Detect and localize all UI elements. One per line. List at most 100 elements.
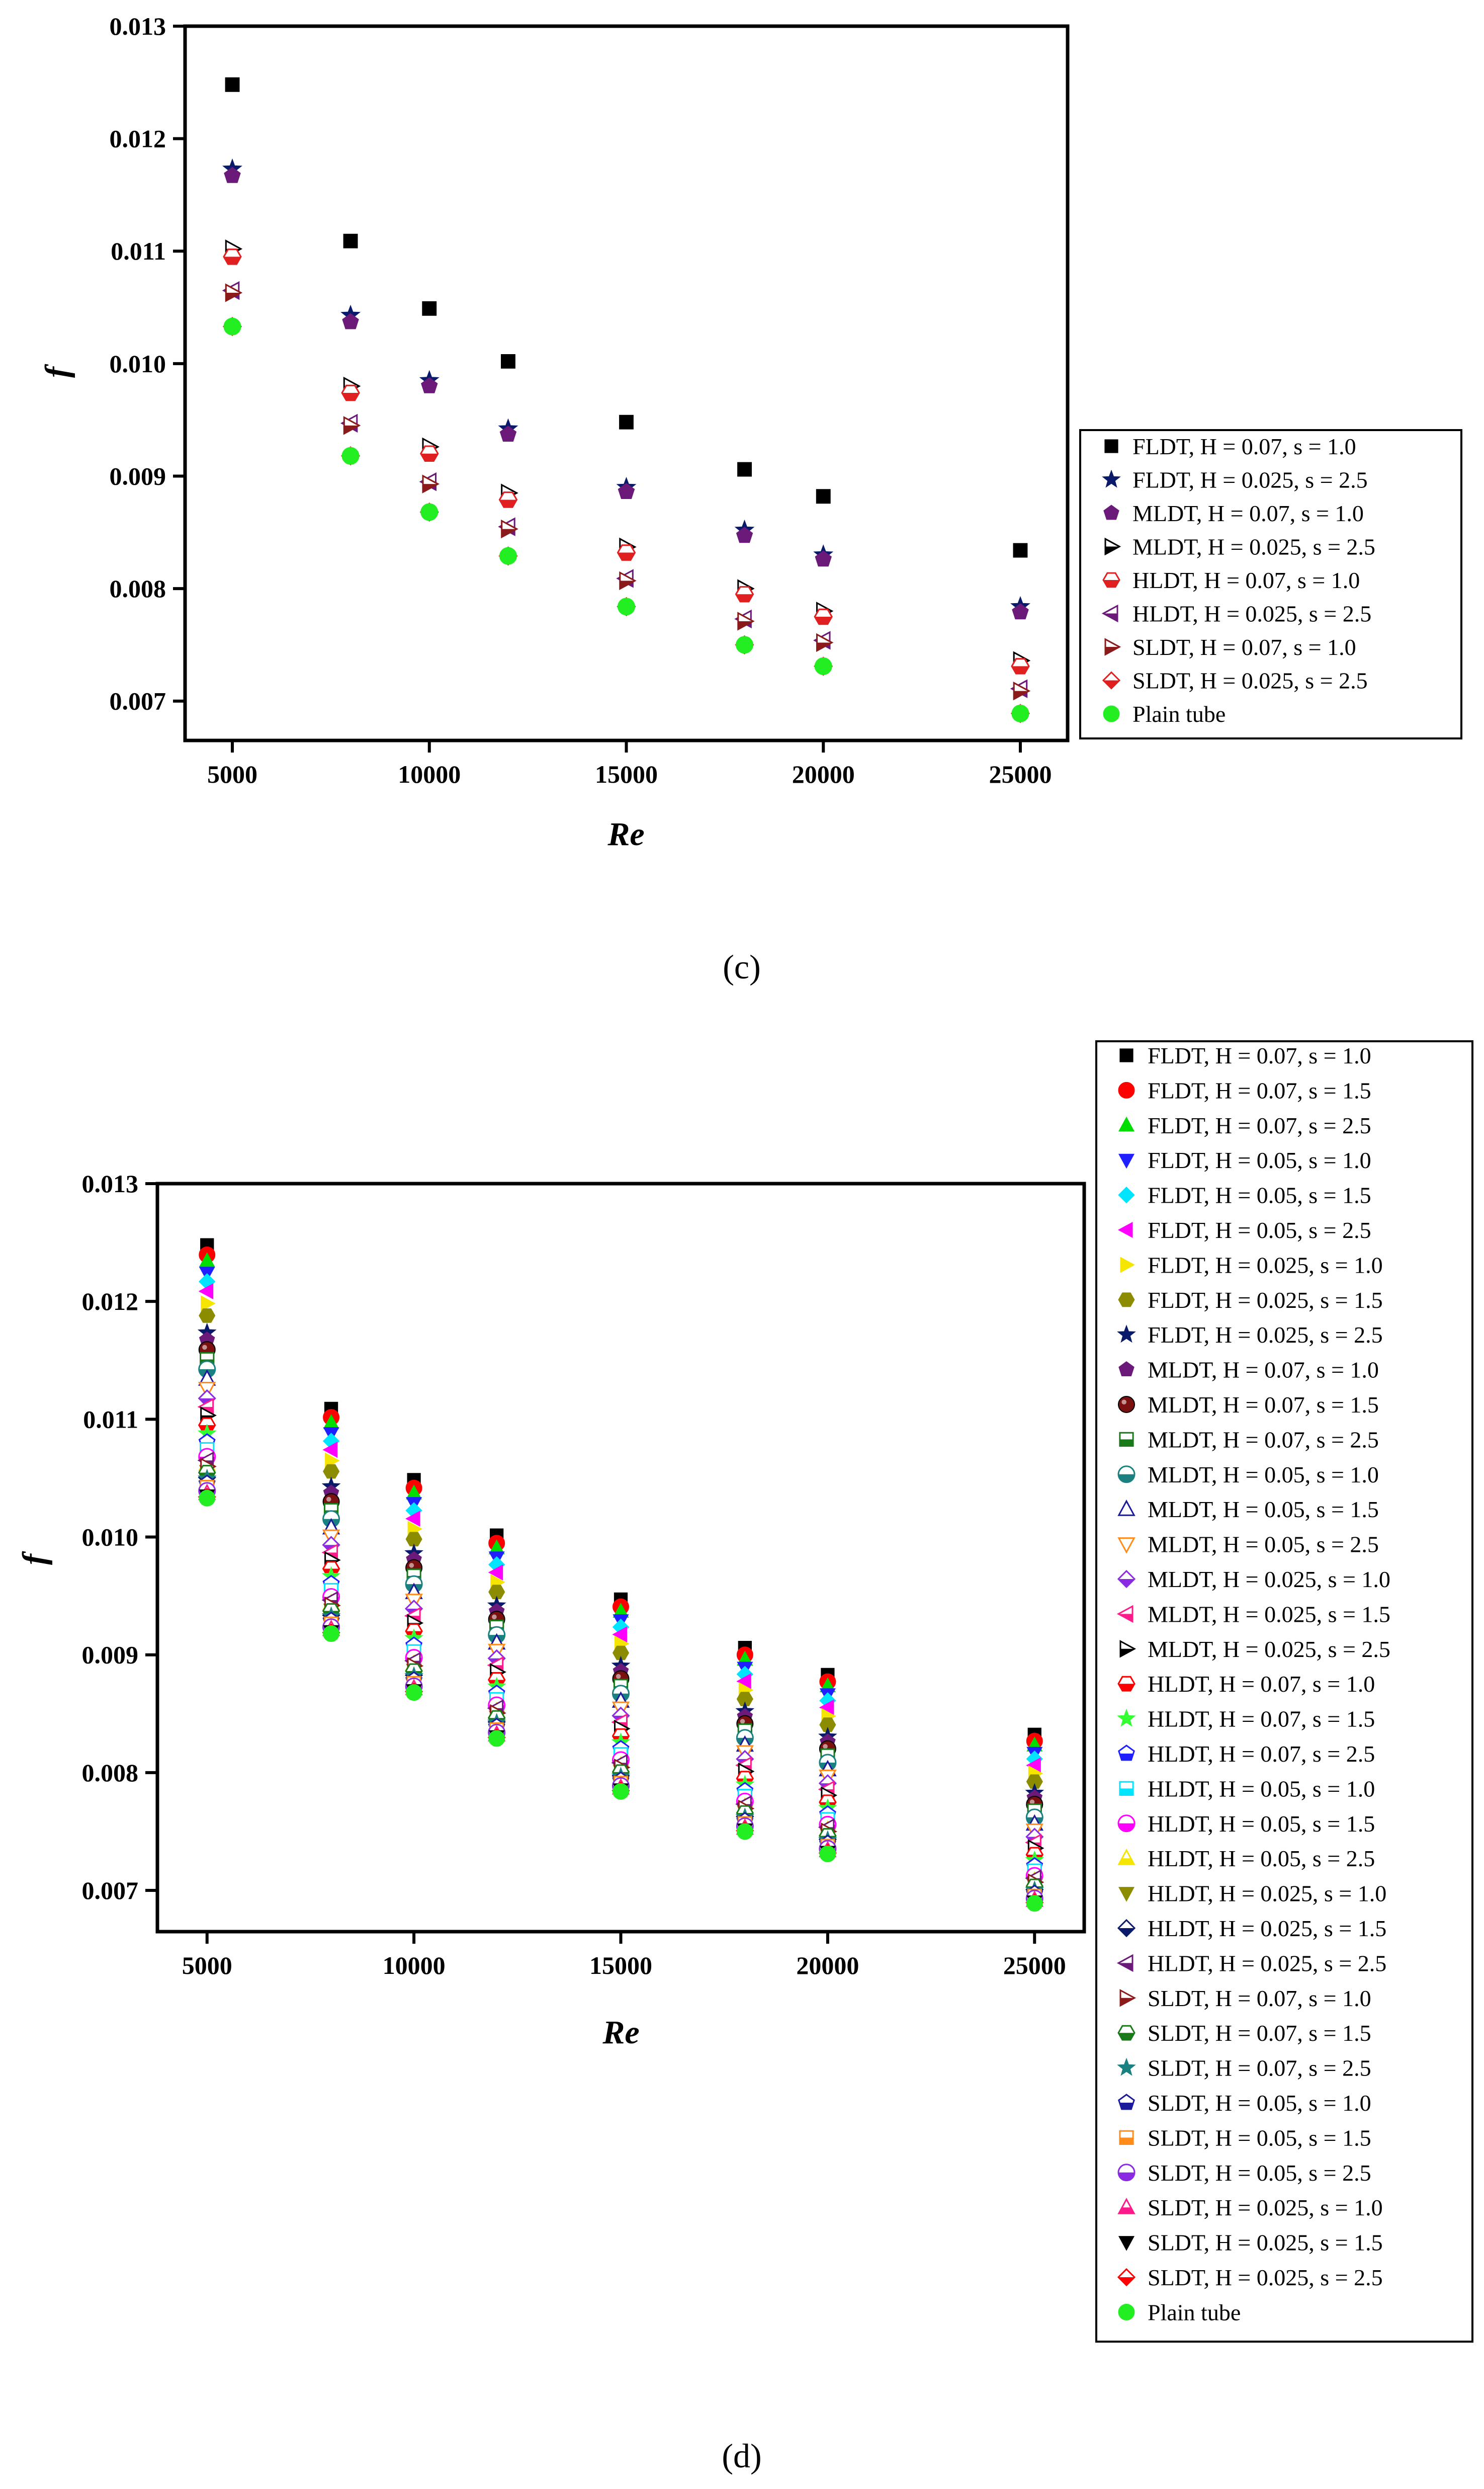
legend-item: Plain tube (1118, 2299, 1241, 2325)
x-axis-title-c: Re (607, 816, 644, 853)
legend-label: Plain tube (1148, 2299, 1241, 2325)
legend-item: HLDT, H = 0.025, s = 2.5 (1116, 1950, 1386, 1976)
legend-marker (1116, 1954, 1133, 1972)
legend-item: FLDT, H = 0.025, s = 1.0 (1120, 1252, 1383, 1278)
legend-item: FLDT, H = 0.05, s = 1.0 (1118, 1147, 1371, 1173)
y-tick-label: 0.007 (82, 1876, 139, 1904)
legend-item: Plain tube (1103, 701, 1226, 727)
legend-item: FLDT, H = 0.05, s = 1.5 (1118, 1183, 1371, 1208)
data-point (342, 313, 359, 329)
legend-label: FLDT, H = 0.05, s = 2.5 (1148, 1217, 1371, 1243)
data-point (736, 1823, 753, 1840)
data-point (405, 1684, 422, 1701)
data-point (735, 586, 754, 603)
legend-label: SLDT, H = 0.07, s = 1.0 (1148, 1985, 1371, 2011)
panel-label-d: (d) (722, 2437, 761, 2475)
legend-item: MLDT, H = 0.025, s = 1.0 (1117, 1566, 1390, 1592)
data-point (488, 1564, 503, 1581)
legend-marker (1117, 1708, 1136, 1727)
legend-label: HLDT, H = 0.025, s = 2.5 (1148, 1950, 1386, 1976)
y-tick-label: 0.008 (82, 1759, 139, 1787)
data-point (736, 636, 754, 654)
legend-item: FLDT, H = 0.07, s = 1.0 (1119, 1043, 1371, 1068)
legend-marker (1120, 1257, 1136, 1273)
legend-label: HLDT, H = 0.025, s = 1.0 (1148, 1881, 1386, 1906)
chart-c: 0.007 0.008 0.009 0.010 0.011 0.012 0.013 5000… (39, 12, 1462, 986)
data-point (420, 445, 439, 462)
legend-marker (1118, 2236, 1135, 2251)
legend-marker (1119, 1640, 1137, 1658)
legend-item: SLDT, H = 0.07, s = 1.0 (1119, 1985, 1371, 2011)
x-tick-label: 10000 (383, 1951, 446, 1979)
data-point (499, 547, 517, 565)
y-axis-title-c: f (39, 364, 75, 378)
legend-marker (1117, 1849, 1136, 1865)
data-point (323, 1464, 340, 1479)
x-tick-label: 15000 (595, 760, 658, 788)
legend-label: SLDT, H = 0.07, s = 1.5 (1148, 2020, 1371, 2046)
legend-label: SLDT, H = 0.05, s = 2.5 (1148, 2160, 1371, 2186)
legend-item: FLDT, H = 0.07, s = 2.5 (1118, 1113, 1371, 1138)
data-point (223, 248, 242, 265)
y-tick-label: 0.012 (82, 1287, 139, 1315)
data-point (617, 544, 636, 561)
data-point (343, 233, 358, 248)
y-tick-label: 0.013 (82, 1170, 139, 1198)
legend-label: MLDT, H = 0.07, s = 2.5 (1148, 1427, 1379, 1452)
legend-label: HLDT, H = 0.025, s = 1.5 (1148, 1916, 1386, 1941)
legend-label: FLDT, H = 0.025, s = 1.5 (1148, 1287, 1383, 1313)
legend-marker (1103, 705, 1120, 722)
x-tick-label: 25000 (989, 760, 1052, 788)
legend-label: HLDT, H = 0.05, s = 2.5 (1148, 1846, 1375, 1871)
legend-label: MLDT, H = 0.05, s = 2.5 (1148, 1532, 1379, 1557)
data-point (816, 633, 834, 652)
legend-label: FLDT, H = 0.07, s = 2.5 (1148, 1113, 1371, 1138)
legend-marker (1117, 1537, 1136, 1554)
legend-d: FLDT, H = 0.07, s = 1.0 FLDT, H = 0.07, s… (1116, 1043, 1390, 2325)
legend-marker (1117, 1676, 1136, 1692)
data-point (819, 1717, 836, 1732)
legend-item: MLDT, H = 0.025, s = 1.5 (1116, 1601, 1390, 1627)
x-tick-label: 5000 (207, 760, 257, 788)
data-point (619, 571, 637, 591)
data-point (613, 1783, 629, 1800)
legend-item: HLDT, H = 0.07, s = 1.0 (1117, 1671, 1375, 1697)
legend-marker (1102, 469, 1121, 488)
legend-marker (1118, 1361, 1134, 1376)
x-tick-label: 15000 (589, 1951, 652, 1979)
legend-marker (1117, 1324, 1136, 1343)
data-point (405, 1532, 422, 1547)
data-point (816, 489, 831, 504)
legend-item: FLDT, H = 0.07, s = 1.0 (1104, 434, 1356, 459)
chart-d: 0.007 0.008 0.009 0.010 0.011 0.012 0.013 5000… (16, 1040, 1473, 2475)
legend-marker (1117, 1814, 1136, 1833)
data-point (422, 474, 440, 493)
plot-frame-d (155, 1182, 1086, 1934)
legend-label: HLDT, H = 0.025, s = 2.5 (1132, 601, 1371, 627)
data-point (815, 550, 832, 567)
legend-marker (1103, 505, 1119, 520)
legend-item: FLDT, H = 0.025, s = 2.5 (1102, 467, 1368, 493)
y-tick-label: 0.010 (110, 350, 166, 378)
legend-label: Plain tube (1132, 701, 1226, 727)
data-point (612, 1645, 630, 1661)
legend-item: SLDT, H = 0.05, s = 1.5 (1119, 2125, 1371, 2150)
data-point (199, 1489, 216, 1507)
x-axis-ticks-c: 5000 10000 15000 20000 25000 (207, 740, 1052, 788)
legend-label: MLDT, H = 0.07, s = 1.5 (1148, 1392, 1379, 1418)
legend-c: FLDT, H = 0.07, s = 1.0 FLDT, H = 0.025, … (1101, 434, 1375, 727)
x-axis-title-d: Re (602, 2014, 639, 2051)
legend-item: SLDT, H = 0.025, s = 1.0 (1117, 2195, 1383, 2220)
data-point (225, 283, 243, 302)
data-point (225, 77, 240, 92)
x-tick-label: 20000 (796, 1951, 859, 1979)
y-tick-label: 0.011 (111, 237, 166, 265)
data-point (198, 1283, 214, 1300)
legend-marker (1118, 1745, 1135, 1761)
data-point (498, 491, 518, 508)
legend-marker (1102, 572, 1120, 588)
data-point (501, 354, 515, 369)
legend-item: SLDT, H = 0.05, s = 1.0 (1118, 2090, 1371, 2116)
legend-item: SLDT, H = 0.05, s = 2.5 (1117, 2160, 1371, 2186)
